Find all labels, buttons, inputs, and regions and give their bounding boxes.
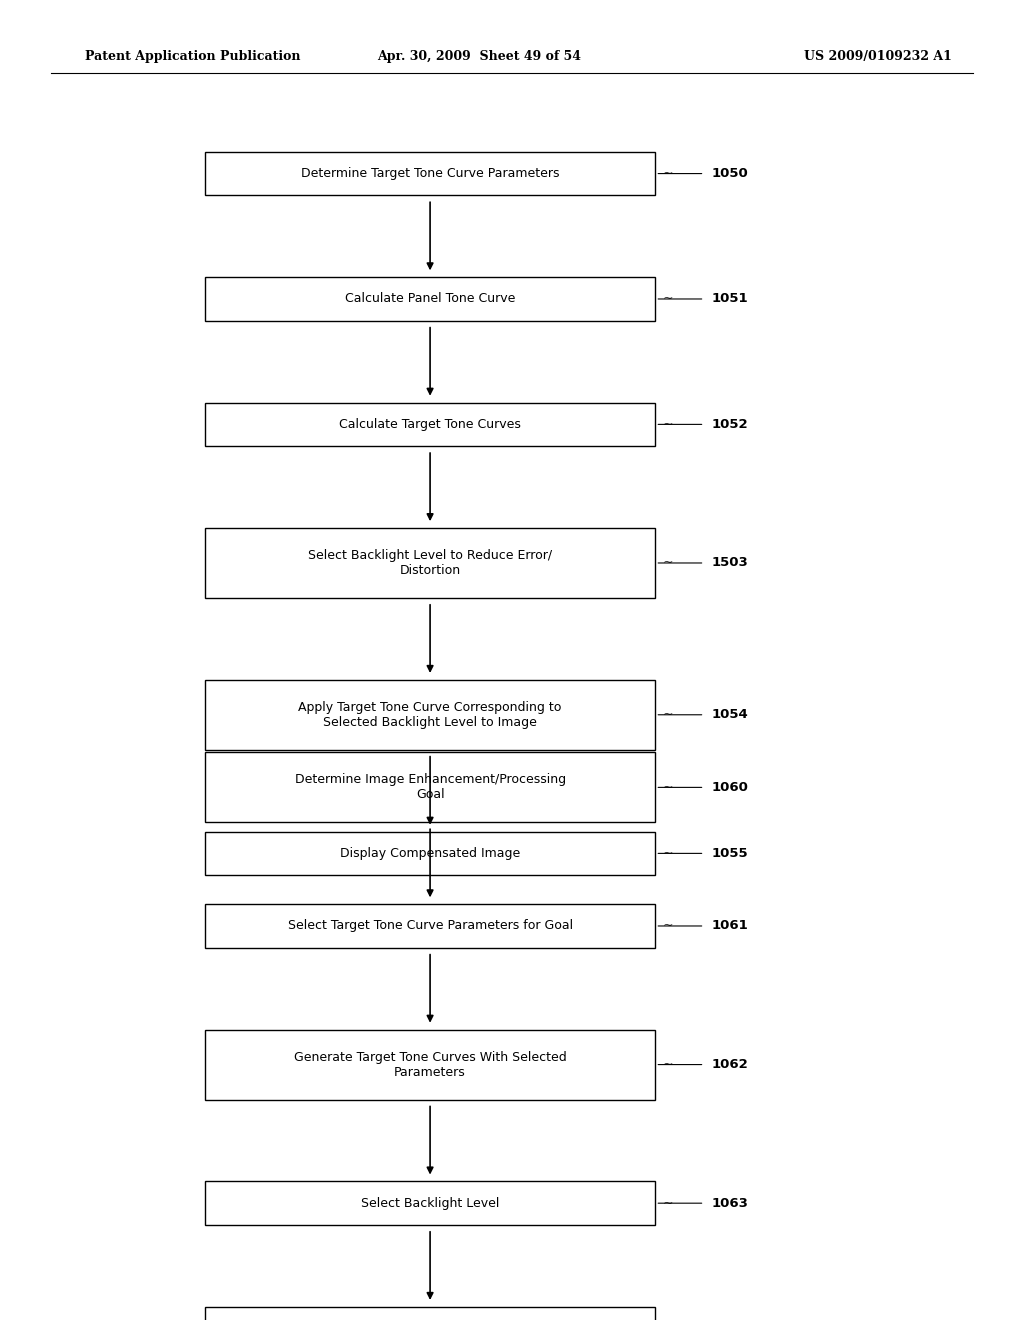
Text: ~: ~ bbox=[663, 847, 673, 859]
Text: ~: ~ bbox=[663, 781, 673, 793]
Bar bbox=[205, 680, 655, 750]
Text: US 2009/0109232 A1: US 2009/0109232 A1 bbox=[805, 50, 952, 63]
Text: Determine Target Tone Curve Parameters: Determine Target Tone Curve Parameters bbox=[301, 168, 559, 180]
Text: 1060: 1060 bbox=[712, 781, 749, 793]
Text: ~: ~ bbox=[663, 168, 673, 180]
Bar bbox=[205, 1307, 655, 1320]
Text: 1051: 1051 bbox=[712, 293, 749, 305]
Text: 1055: 1055 bbox=[712, 847, 749, 859]
Text: 1061: 1061 bbox=[712, 920, 749, 932]
Bar bbox=[205, 277, 655, 321]
Bar bbox=[205, 528, 655, 598]
Text: Select Target Tone Curve Parameters for Goal: Select Target Tone Curve Parameters for … bbox=[288, 920, 572, 932]
Text: Display Compensated Image: Display Compensated Image bbox=[340, 847, 520, 859]
Text: Apply Target Tone Curve Corresponding to
Selected Backlight Level to Image: Apply Target Tone Curve Corresponding to… bbox=[298, 701, 562, 729]
Text: ~: ~ bbox=[663, 418, 673, 430]
Text: Calculate Panel Tone Curve: Calculate Panel Tone Curve bbox=[345, 293, 515, 305]
Text: Patent Application Publication: Patent Application Publication bbox=[85, 50, 300, 63]
Text: ~: ~ bbox=[663, 557, 673, 569]
Bar bbox=[205, 1181, 655, 1225]
Text: Generate Target Tone Curves With Selected
Parameters: Generate Target Tone Curves With Selecte… bbox=[294, 1051, 566, 1078]
Bar bbox=[205, 752, 655, 822]
Text: Select Backlight Level to Reduce Error/
Distortion: Select Backlight Level to Reduce Error/ … bbox=[308, 549, 552, 577]
Text: ~: ~ bbox=[663, 1197, 673, 1209]
Bar bbox=[205, 1030, 655, 1100]
Text: FIG. 66: FIG. 66 bbox=[393, 915, 467, 933]
Bar bbox=[205, 904, 655, 948]
Text: 1054: 1054 bbox=[712, 709, 749, 721]
Text: ~: ~ bbox=[663, 709, 673, 721]
Text: ~: ~ bbox=[663, 920, 673, 932]
Text: Apr. 30, 2009  Sheet 49 of 54: Apr. 30, 2009 Sheet 49 of 54 bbox=[377, 50, 582, 63]
Text: Calculate Target Tone Curves: Calculate Target Tone Curves bbox=[339, 418, 521, 430]
Text: 1050: 1050 bbox=[712, 168, 749, 180]
Text: ~: ~ bbox=[663, 293, 673, 305]
Bar bbox=[205, 403, 655, 446]
Bar bbox=[205, 832, 655, 875]
Text: 1052: 1052 bbox=[712, 418, 749, 430]
Text: Select Backlight Level: Select Backlight Level bbox=[360, 1197, 500, 1209]
Text: Determine Image Enhancement/Processing
Goal: Determine Image Enhancement/Processing G… bbox=[295, 774, 565, 801]
Text: 1063: 1063 bbox=[712, 1197, 749, 1209]
Text: 1503: 1503 bbox=[712, 557, 749, 569]
Bar bbox=[205, 152, 655, 195]
Text: 1062: 1062 bbox=[712, 1059, 749, 1071]
Text: ~: ~ bbox=[663, 1059, 673, 1071]
